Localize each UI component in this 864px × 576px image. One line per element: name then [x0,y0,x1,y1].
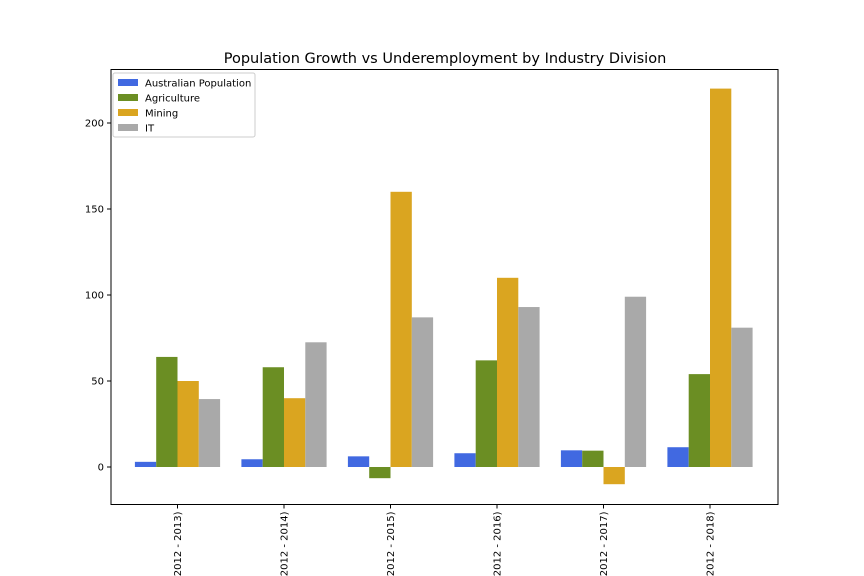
legend: Australian Population Agriculture Mining IT [112,72,256,138]
legend-box [112,72,256,138]
bar-agriculture-3 [475,360,497,467]
y-tick-label: 200 [85,119,104,130]
bar-australian-population-4 [560,450,583,467]
bar-mining-3 [497,277,519,467]
bar-mining-5 [710,88,732,467]
bar-mining-2 [390,191,412,468]
bar-mining-1 [284,398,306,467]
x-tick-label: 2012 - 2017) [599,511,610,576]
y-axis: 0 50 100 150 200 [85,119,111,474]
bar-it-4 [624,296,647,467]
bar-australian-population-1 [241,459,263,467]
x-tick-label: 2012 - 2016) [493,511,504,576]
bar-australian-population-0 [134,461,157,467]
y-tick-label: 150 [85,205,104,216]
bar-it-1 [305,342,327,467]
bars-layer [134,88,753,485]
x-tick-label: 2012 - 2013) [173,511,184,576]
x-tick-label: 2012 - 2014) [280,511,291,576]
legend-swatch [118,124,138,131]
chart-title: Population Growth vs Underemployment by … [224,51,667,67]
bar-it-3 [518,307,540,467]
bar-agriculture-2 [369,467,391,479]
bar-australian-population-5 [667,447,689,467]
bar-agriculture-5 [688,374,710,467]
x-axis: 2012 - 2013) 2012 - 2014) 2012 - 2015) 2012… [173,504,717,576]
legend-label: Australian Population [145,79,251,90]
legend-label: Agriculture [145,94,200,105]
legend-swatch [118,94,138,101]
legend-swatch [118,79,138,86]
plot-frame [110,69,779,505]
legend-label: IT [145,124,155,135]
bar-it-5 [731,327,753,467]
y-tick-label: 50 [91,377,104,388]
bar-it-0 [198,399,221,467]
legend-label: Mining [145,109,178,120]
bar-it-2 [411,317,434,467]
bar-mining-4 [603,467,625,485]
x-tick-label: 2012 - 2018) [706,511,717,576]
bar-australian-population-2 [347,456,370,467]
legend-swatch [118,109,138,116]
bar-mining-0 [177,381,199,467]
y-tick-label: 0 [98,463,104,474]
bar-agriculture-4 [582,450,604,467]
x-tick-label: 2012 - 2015) [386,511,397,576]
y-tick-label: 100 [85,291,104,302]
bar-australian-population-3 [454,453,476,467]
bar-agriculture-1 [262,367,284,467]
bar-agriculture-0 [156,356,178,467]
